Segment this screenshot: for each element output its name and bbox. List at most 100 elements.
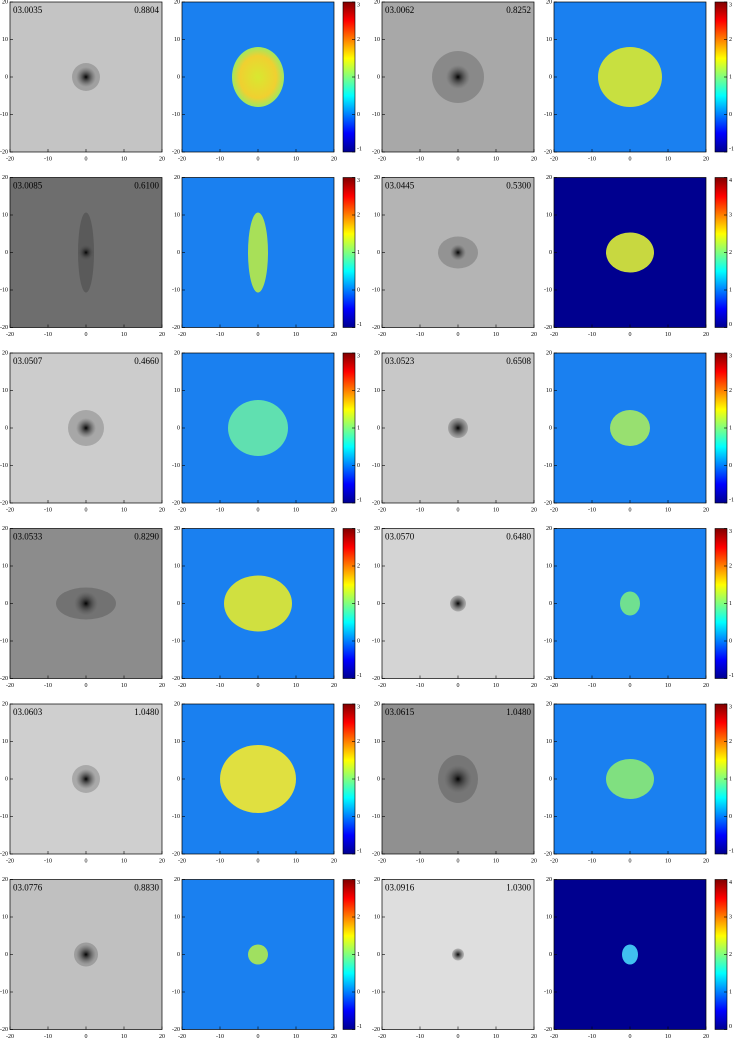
- colorbar-label: 0: [357, 287, 360, 293]
- y-tick-label: -10: [544, 638, 552, 644]
- x-tick-label: -20: [550, 1034, 558, 1040]
- x-tick-label: 20: [703, 858, 709, 864]
- frame: [181, 1, 335, 153]
- frame: [181, 352, 335, 504]
- colorbar-label: -1: [357, 497, 362, 503]
- redshift: 0.8290: [134, 532, 159, 542]
- x-tick-label: -20: [178, 683, 186, 689]
- redshift: 0.6508: [506, 356, 531, 366]
- x-tick-label: 0: [257, 507, 260, 513]
- colorbar-label: 2: [729, 388, 732, 394]
- galaxy-id: 03.0062: [385, 5, 414, 15]
- y-tick-label: 0: [177, 250, 180, 256]
- y-tick-label: -20: [372, 1027, 380, 1033]
- galaxy-id: 03.0615: [385, 707, 415, 717]
- y-tick-label: 10: [174, 739, 180, 745]
- x-tick-label: -10: [416, 332, 424, 338]
- colorbar-label: 1: [729, 989, 732, 995]
- redshift: 1.0300: [506, 883, 531, 893]
- y-tick-label: 0: [5, 952, 8, 958]
- y-tick-label: 0: [5, 776, 8, 782]
- y-tick-label: 10: [546, 914, 552, 920]
- y-tick-label: -20: [172, 500, 180, 506]
- y-tick-label: -20: [372, 500, 380, 506]
- x-tick-label: 0: [629, 1034, 632, 1040]
- y-tick-label: 0: [377, 425, 380, 431]
- x-tick-label: 20: [531, 156, 537, 162]
- y-tick-label: 10: [2, 388, 8, 394]
- colorbar-label: 1: [357, 250, 360, 256]
- colorbar-label: 0: [729, 638, 732, 644]
- x-tick-label: 10: [293, 332, 299, 338]
- y-tick-label: -20: [0, 149, 8, 155]
- x-tick-label: -10: [588, 156, 596, 162]
- colorbar-label: 3: [357, 704, 360, 710]
- y-tick-label: 20: [2, 526, 8, 532]
- x-tick-label: 20: [159, 1034, 165, 1040]
- y-tick-label: -20: [0, 325, 8, 331]
- y-tick-label: 20: [546, 701, 552, 707]
- y-tick-label: -20: [544, 851, 552, 857]
- y-tick-label: -10: [0, 989, 8, 995]
- y-tick-label: 20: [174, 0, 180, 5]
- y-tick-label: -20: [544, 325, 552, 331]
- y-tick-label: 20: [546, 877, 552, 883]
- colorbar-label: 3: [729, 353, 732, 359]
- redshift: 0.4660: [134, 356, 159, 366]
- colorbar-label: 3: [357, 178, 360, 184]
- colorbar-label: 3: [729, 914, 732, 920]
- x-tick-label: -20: [178, 1034, 186, 1040]
- colorbar-label: 1: [357, 952, 360, 958]
- colorbar-label: -1: [729, 848, 734, 854]
- x-tick-label: 0: [85, 1034, 88, 1040]
- x-tick-label: 20: [331, 507, 337, 513]
- frame: [181, 703, 335, 855]
- colorbar-label: 2: [729, 952, 732, 958]
- colorbar-label: -1: [729, 673, 734, 679]
- x-tick-label: 10: [293, 507, 299, 513]
- y-tick-label: -20: [172, 325, 180, 331]
- x-tick-label: -20: [178, 507, 186, 513]
- map-region: [224, 575, 292, 632]
- map-region: [598, 47, 662, 107]
- y-tick-label: -20: [544, 500, 552, 506]
- x-tick-label: 20: [703, 332, 709, 338]
- colorbar-label: 1: [357, 776, 360, 782]
- map-region: [248, 944, 268, 965]
- colorbar-label: 2: [357, 739, 360, 745]
- frame: [9, 879, 163, 1030]
- x-tick-label: 20: [331, 332, 337, 338]
- y-tick-label: 20: [374, 350, 380, 356]
- x-tick-label: 10: [293, 1034, 299, 1040]
- y-tick-label: 0: [5, 601, 8, 607]
- x-tick-label: -10: [44, 1034, 52, 1040]
- x-tick-label: -10: [216, 332, 224, 338]
- x-tick-label: 10: [665, 1034, 671, 1040]
- y-tick-label: 10: [374, 914, 380, 920]
- colorbar-label: -1: [357, 146, 362, 152]
- y-tick-label: -20: [172, 1027, 180, 1033]
- redshift: 0.8804: [134, 5, 159, 15]
- y-tick-label: 20: [2, 0, 8, 5]
- y-tick-label: 10: [2, 37, 8, 43]
- colorbar-label: 3: [357, 880, 360, 886]
- x-tick-label: 0: [85, 858, 88, 864]
- x-tick-label: 0: [457, 683, 460, 689]
- y-tick-label: 20: [174, 175, 180, 181]
- x-tick-label: 0: [257, 332, 260, 338]
- redshift: 0.6100: [134, 181, 159, 191]
- y-tick-label: 10: [2, 212, 8, 218]
- colorbar-label: 1: [357, 601, 360, 607]
- x-tick-label: 20: [703, 1034, 709, 1040]
- colorbar-label: 2: [357, 388, 360, 394]
- x-tick-label: 20: [331, 683, 337, 689]
- x-tick-label: 10: [293, 683, 299, 689]
- colorbar-label: 0: [357, 814, 360, 820]
- y-tick-label: 10: [546, 388, 552, 394]
- y-tick-label: 0: [177, 425, 180, 431]
- y-tick-label: 10: [374, 212, 380, 218]
- x-tick-label: 0: [457, 156, 460, 162]
- x-tick-label: 20: [531, 858, 537, 864]
- x-tick-label: 20: [531, 332, 537, 338]
- y-tick-label: 10: [174, 388, 180, 394]
